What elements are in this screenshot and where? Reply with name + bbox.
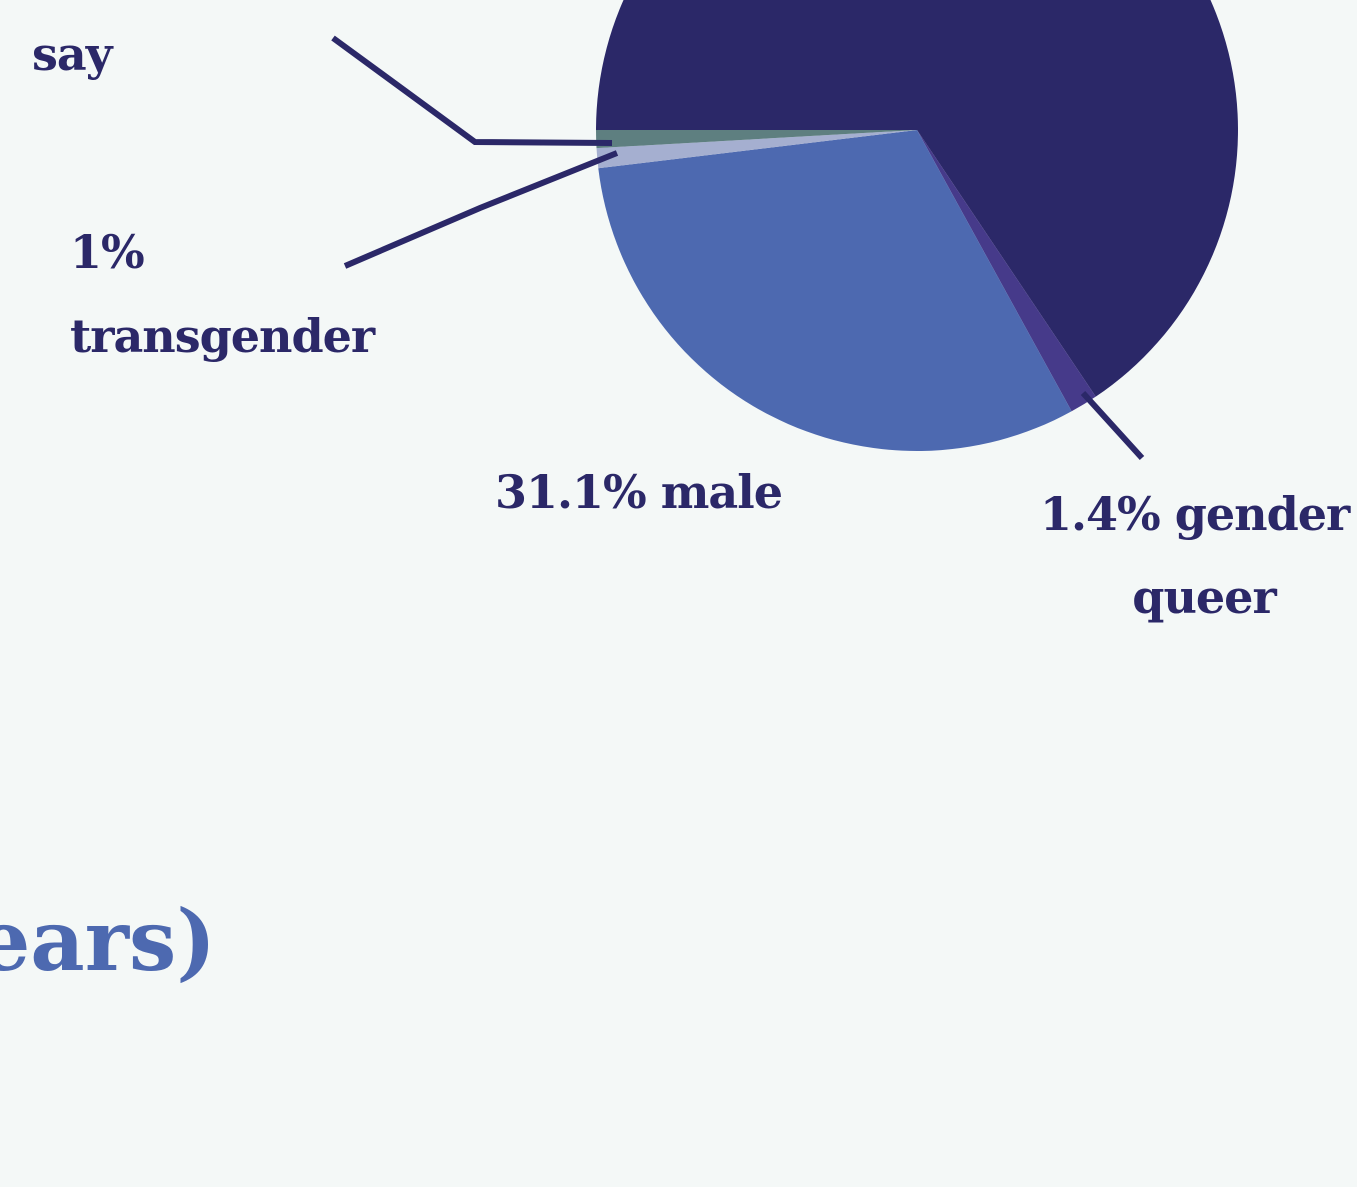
slice-label: 1.4% gender	[1040, 487, 1351, 541]
leader-line	[343, 150, 619, 269]
leader-line	[331, 35, 613, 146]
pie-slice	[596, 130, 917, 169]
slice-label: transgender	[70, 309, 376, 363]
leader-line	[1080, 390, 1145, 461]
slice-label: 1%	[70, 225, 144, 279]
pie-slice	[598, 130, 1072, 452]
pie-slice	[596, 130, 917, 149]
section-heading: years)	[0, 891, 216, 990]
slice-label: 31.1% male	[495, 465, 782, 519]
slice-label: queer	[1132, 570, 1277, 624]
pie	[596, 0, 1238, 452]
pie-slice	[917, 130, 1096, 412]
pie-slice	[596, 0, 1238, 397]
slice-label: say	[32, 27, 114, 81]
